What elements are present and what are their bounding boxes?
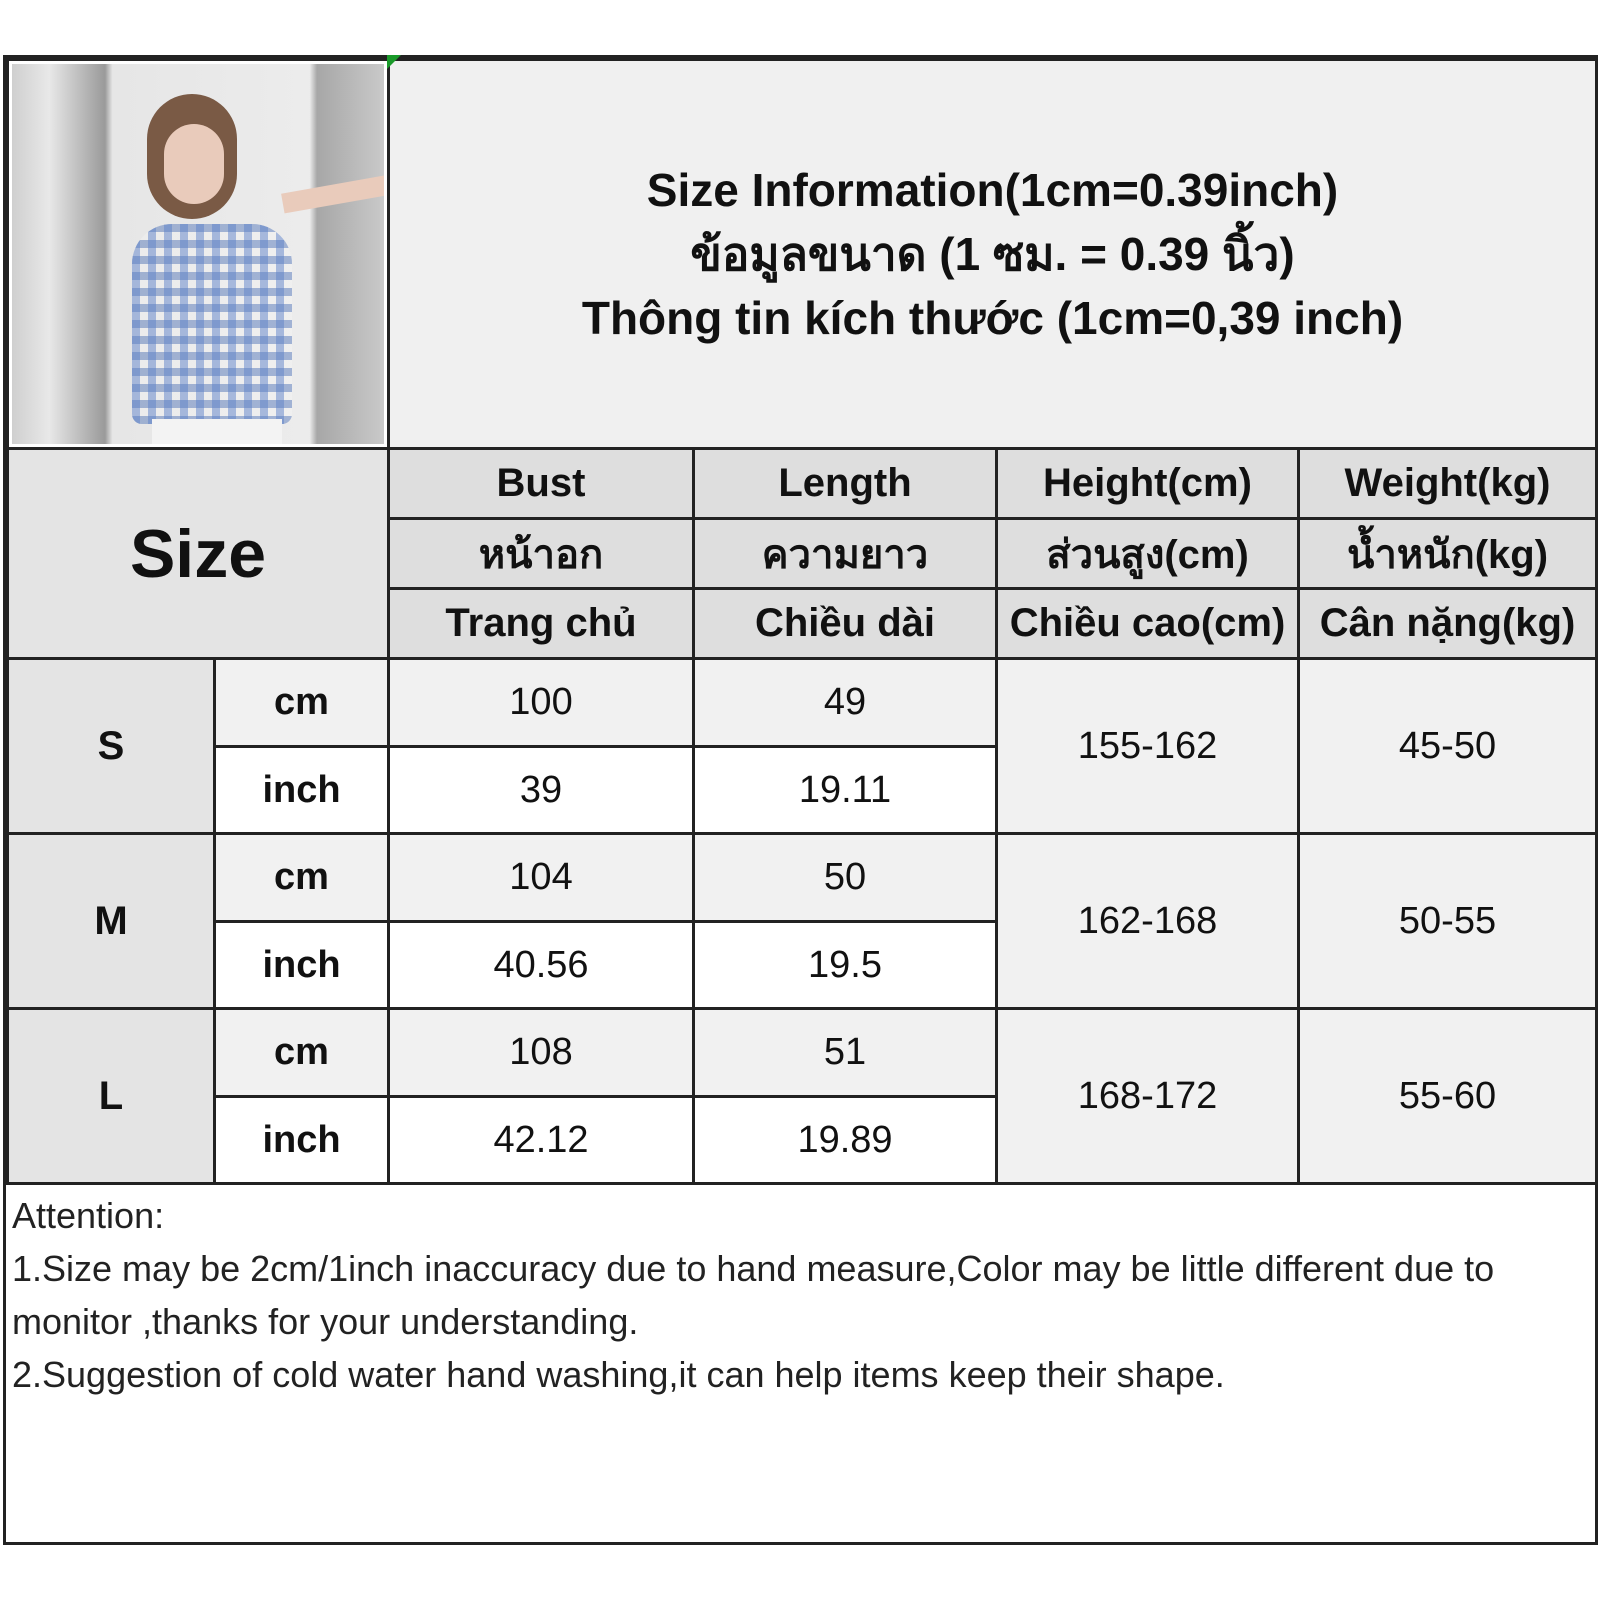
col-weight-en: Weight(kg) <box>1297 447 1598 520</box>
bust-inch: 39 <box>387 745 695 835</box>
table-row: L cm 108 51 168-172 55-60 <box>6 1007 1598 1185</box>
col-length-th: ความยาว <box>692 517 998 590</box>
title-vietnamese: Thông tin kích thước (1cm=0,39 inch) <box>581 292 1404 344</box>
height-range: 162-168 <box>995 832 1300 1010</box>
length-inch: 19.89 <box>692 1095 998 1185</box>
col-bust-th: หน้าอก <box>387 517 695 590</box>
col-height-th: ส่วนสูง(cm) <box>995 517 1300 590</box>
size-table: Size Information(1cm=0.39inch) ข้อมูลขนา… <box>6 58 1598 1185</box>
col-bust-en: Bust <box>387 447 695 520</box>
product-photo <box>6 58 390 450</box>
length-cm: 49 <box>692 657 998 748</box>
attention-note-1: 1.Size may be 2cm/1inch inaccuracy due t… <box>12 1248 1495 1342</box>
length-cm: 51 <box>692 1007 998 1098</box>
weight-range: 55-60 <box>1297 1007 1598 1185</box>
bust-inch: 40.56 <box>387 920 695 1010</box>
col-length-en: Length <box>692 447 998 520</box>
height-range: 155-162 <box>995 657 1300 835</box>
table-row: S cm 100 49 155-162 45-50 <box>6 657 1598 835</box>
bust-cm: 104 <box>387 832 695 923</box>
unit-inch: inch <box>213 1095 390 1185</box>
bust-inch: 42.12 <box>387 1095 695 1185</box>
table-row: inch 42.12 19.89 <box>8 1095 1597 1185</box>
title-english: Size Information(1cm=0.39inch) <box>646 164 1339 216</box>
size-cell: M <box>6 832 216 1010</box>
attention-heading: Attention: <box>12 1195 165 1236</box>
bust-cm: 100 <box>387 657 695 748</box>
title-block: Size Information(1cm=0.39inch) ข้อมูลขนา… <box>387 58 1598 450</box>
length-cm: 50 <box>692 832 998 923</box>
unit-cm: cm <box>213 832 390 923</box>
col-height-vi: Chiều cao(cm) <box>995 587 1300 660</box>
length-inch: 19.11 <box>692 745 998 835</box>
title-thai: ข้อมูลขนาด (1 ซม. = 0.39 นิ้ว) <box>690 228 1295 280</box>
attention-note-2: 2.Suggestion of cold water hand washing,… <box>12 1354 1225 1395</box>
col-height-en: Height(cm) <box>995 447 1300 520</box>
attention-notes: Attention: 1.Size may be 2cm/1inch inacc… <box>6 1183 1595 1407</box>
table-row: inch 39 19.11 <box>8 745 1597 835</box>
unit-inch: inch <box>213 745 390 835</box>
unit-inch: inch <box>213 920 390 1010</box>
bust-cm: 108 <box>387 1007 695 1098</box>
table-row: inch 40.56 19.5 <box>8 920 1597 1010</box>
col-weight-vi: Cân nặng(kg) <box>1297 587 1598 660</box>
weight-range: 50-55 <box>1297 832 1598 1010</box>
size-cell: S <box>6 657 216 835</box>
weight-range: 45-50 <box>1297 657 1598 835</box>
size-header: Size <box>6 447 390 660</box>
col-weight-th: น้ำหนัก(kg) <box>1297 517 1598 590</box>
size-cell: L <box>6 1007 216 1185</box>
col-bust-vi: Trang chủ <box>387 587 695 660</box>
unit-cm: cm <box>213 1007 390 1098</box>
height-range: 168-172 <box>995 1007 1300 1185</box>
col-length-vi: Chiều dài <box>692 587 998 660</box>
corner-marker-icon <box>387 55 401 69</box>
length-inch: 19.5 <box>692 920 998 1010</box>
table-row: M cm 104 50 162-168 50-55 <box>6 832 1598 1010</box>
unit-cm: cm <box>213 657 390 748</box>
size-chart: Size Information(1cm=0.39inch) ข้อมูลขนา… <box>3 55 1598 1545</box>
